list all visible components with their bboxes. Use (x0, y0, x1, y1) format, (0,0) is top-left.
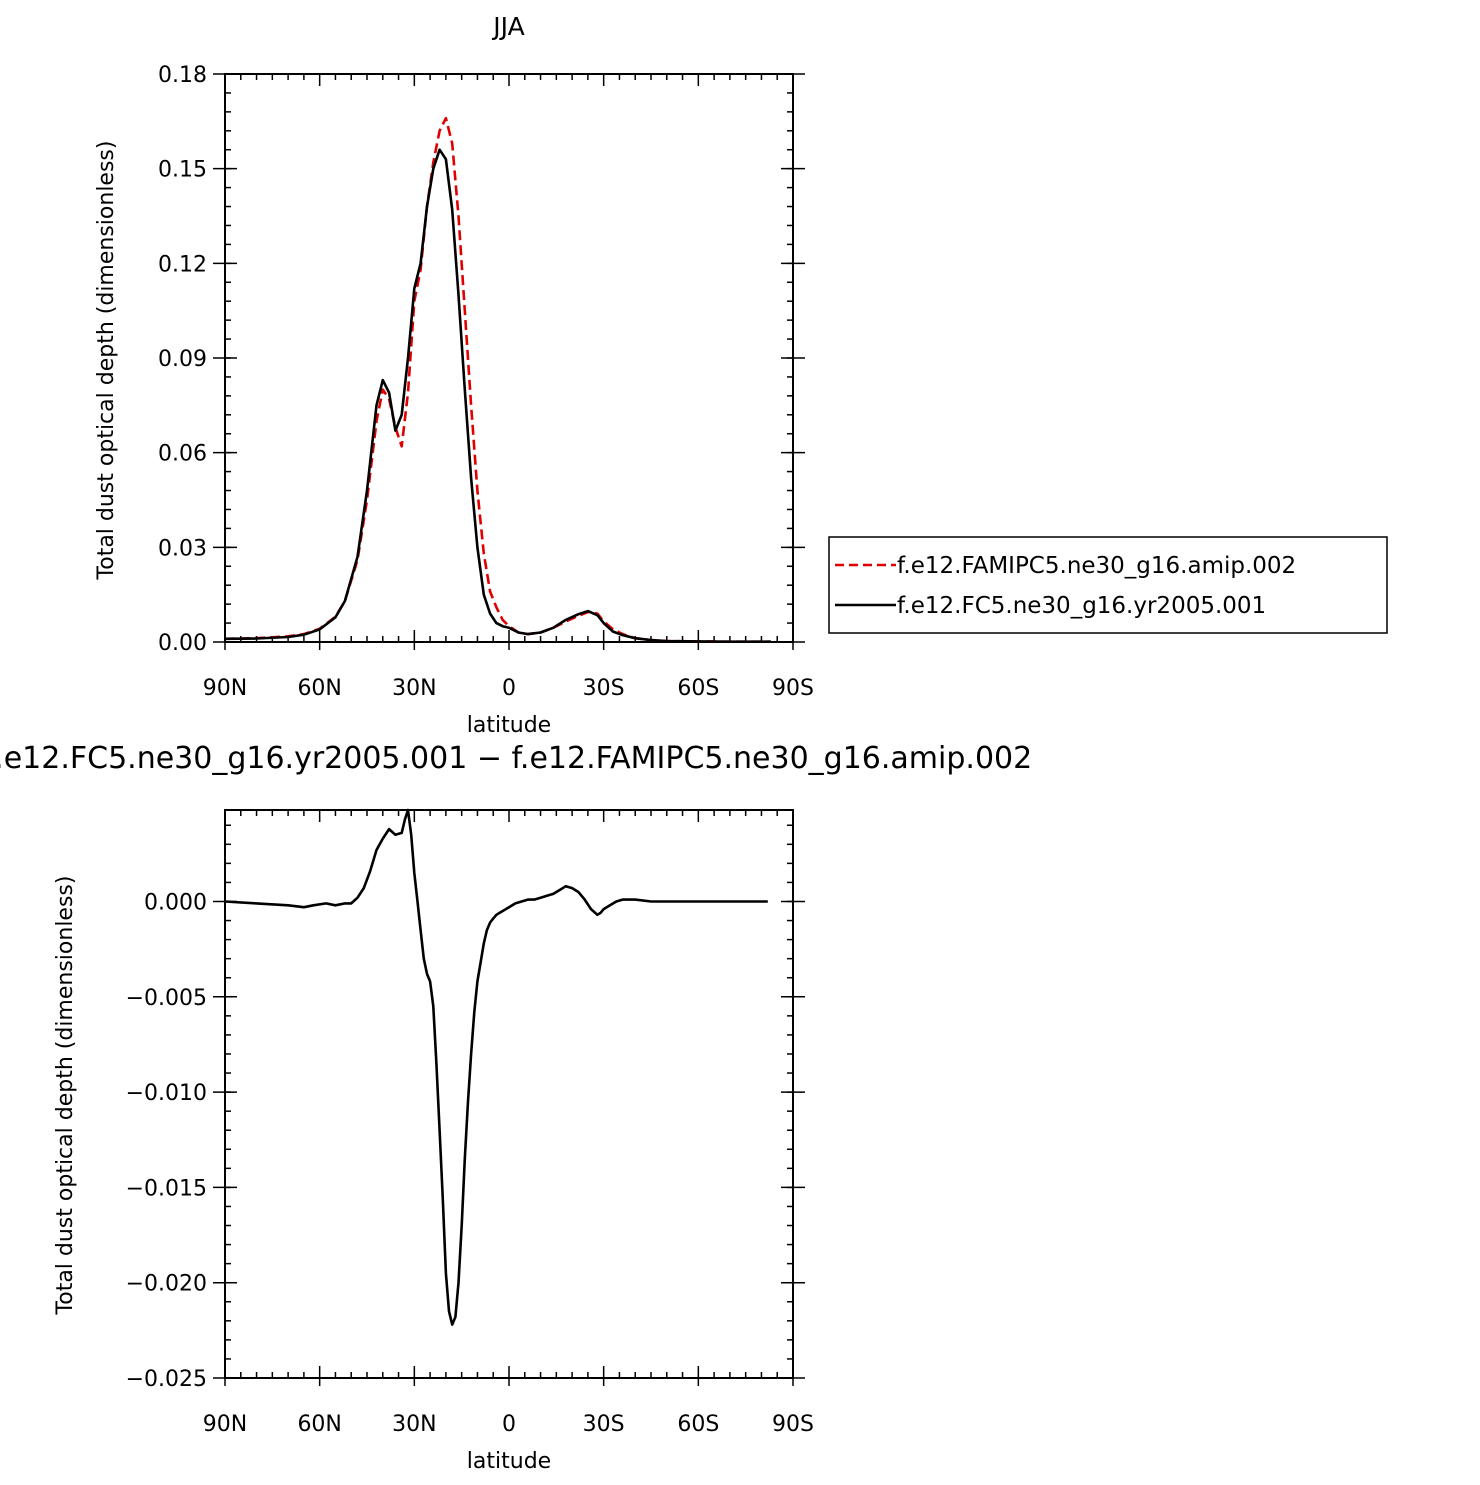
bottom-y-tick-label: −0.005 (126, 986, 207, 1011)
top-y-tick-label: 0.15 (158, 158, 207, 183)
bottom-y-axis-label: Total dust optical depth (dimensionless) (53, 876, 78, 1316)
top-plot-area: 90N 60N 30N 0 30S 60S 90S 0.00 0.03 0.06 0.09 0.12 0… (158, 63, 814, 701)
top-y-tick-label: 0.18 (158, 63, 207, 88)
top-x-tick-label: 90N (203, 676, 247, 701)
bottom-x-axis-label: latitude (467, 1449, 551, 1474)
bottom-x-tick-label: 30S (583, 1412, 625, 1437)
bottom-x-tick-label: 90S (772, 1412, 814, 1437)
bottom-plot-frame (224, 809, 794, 1379)
top-x-tick-label: 30S (583, 676, 625, 701)
top-y-tick-label: 0.12 (158, 252, 207, 277)
top-y-tick-label: 0.00 (158, 631, 207, 656)
top-x-axis-label: latitude (467, 713, 551, 738)
top-x-tick-label: 60S (677, 676, 719, 701)
bottom-y-tick-label: 0.000 (144, 890, 207, 915)
bottom-y-tick-label: −0.010 (126, 1081, 207, 1106)
bottom-series-line-0 (224, 808, 768, 1326)
top-series-line-0 (224, 116, 771, 643)
top-chart-title: JJA (491, 12, 524, 41)
bottom-y-tick-label: −0.025 (126, 1367, 207, 1392)
top-x-tick-label: 30N (392, 676, 436, 701)
top-y-tick-label: 0.09 (158, 347, 207, 372)
top-plot-frame (224, 73, 794, 643)
legend-label-yr2005: f.e12.FC5.ne30_g16.yr2005.001 (897, 593, 1266, 619)
bottom-y-tick-label: −0.015 (126, 1176, 207, 1201)
legend-label-amip: f.e12.FAMIPC5.ne30_g16.amip.002 (897, 553, 1296, 579)
top-y-tick-label: 0.03 (158, 536, 207, 561)
top-y-axis-label: Total dust optical depth (dimensionless) (94, 141, 119, 581)
top-x-tick-label: 90S (772, 676, 814, 701)
bottom-plot-area: 90N 60N 30N 0 30S 60S 90S 0.000 −0.005 −0.010 −0.0… (126, 808, 814, 1437)
bottom-x-tick-label: 0 (502, 1412, 516, 1437)
top-y-tick-label: 0.06 (158, 442, 207, 467)
bottom-x-tick-label: 30N (392, 1412, 436, 1437)
top-x-tick-label: 60N (297, 676, 341, 701)
bottom-x-tick-label: 60S (677, 1412, 719, 1437)
bottom-y-tick-label: −0.020 (126, 1272, 207, 1297)
legend-box (828, 536, 1388, 634)
bottom-chart-title: f.e12.FC5.ne30_g16.yr2005.001 − f.e12.FA… (0, 741, 1032, 776)
top-x-tick-label: 0 (502, 676, 516, 701)
top-series-line-1 (224, 148, 771, 643)
legend: f.e12.FAMIPC5.ne30_g16.amip.002 f.e12.FC… (828, 536, 1388, 634)
bottom-x-tick-label: 90N (203, 1412, 247, 1437)
bottom-x-tick-label: 60N (297, 1412, 341, 1437)
